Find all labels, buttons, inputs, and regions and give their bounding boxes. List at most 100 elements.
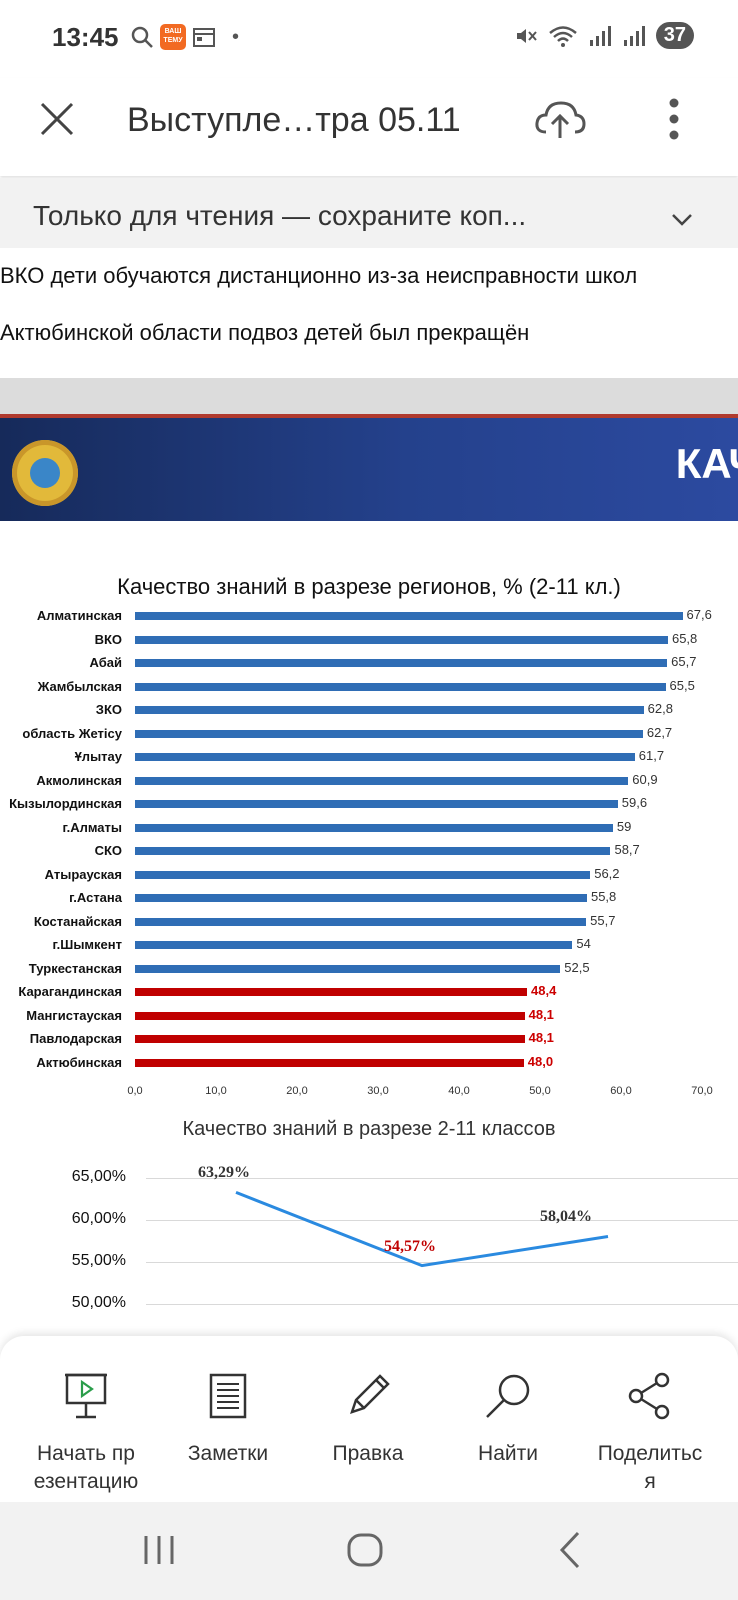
back-icon[interactable] xyxy=(558,1530,582,1570)
notes-button[interactable]: Заметки xyxy=(158,1372,298,1468)
home-icon[interactable] xyxy=(346,1532,384,1568)
bar-category-label: г.Алматы xyxy=(62,819,122,835)
share-button[interactable]: Поделитьс я xyxy=(580,1372,720,1496)
status-time: 13:45 xyxy=(52,22,119,52)
document-text-line: Актюбинской области подвоз детей был пре… xyxy=(0,320,530,345)
bar xyxy=(135,800,618,808)
notification-dot-icon: • xyxy=(232,25,240,48)
cloud-upload-icon[interactable] xyxy=(534,98,586,142)
slide-separator xyxy=(0,378,738,414)
bar xyxy=(135,1058,524,1067)
start-presentation-button[interactable]: Начать пр езентацию xyxy=(16,1372,156,1496)
signal-1-icon xyxy=(589,25,611,46)
bar xyxy=(135,706,644,714)
bar xyxy=(135,988,528,996)
bar xyxy=(135,823,613,832)
bar-category-label: Атырауская xyxy=(44,866,122,882)
read-only-banner[interactable] xyxy=(0,178,738,248)
line-chart-title: Качество знаний в разрезе 2-11 классов xyxy=(182,1118,556,1140)
battery-indicator: 37 xyxy=(655,22,694,49)
slide: КАЧ Качество знаний в разрезе регионов, … xyxy=(0,414,738,1336)
bar-category-label: Кызылординская xyxy=(9,796,122,811)
gridline xyxy=(146,1304,738,1305)
bar-value-label: 59 xyxy=(616,818,632,834)
bar xyxy=(135,776,629,785)
bar-value-label: 55,7 xyxy=(590,912,616,928)
y-tick-label: 65,00% xyxy=(71,1168,126,1185)
bar-value-label: 48,4 xyxy=(531,983,557,998)
bar-value-label: 48,1 xyxy=(528,1006,554,1022)
bar-value-label: 60,9 xyxy=(632,771,658,787)
calendar-status-icon xyxy=(193,28,215,47)
bar xyxy=(135,682,666,691)
pencil-icon xyxy=(350,1374,390,1414)
status-icons-right: 37 xyxy=(514,22,694,49)
find-button[interactable]: Найти xyxy=(438,1372,578,1468)
bar-category-label: Абай xyxy=(89,655,122,670)
chevron-down-icon[interactable] xyxy=(670,212,694,228)
bar-value-label: 54 xyxy=(576,936,591,951)
bar xyxy=(135,964,561,973)
app-badge-icon: ВАШ ТЕМУ xyxy=(160,24,186,50)
action-label: Найти xyxy=(478,1442,538,1465)
slide-header: КАЧ xyxy=(0,414,738,521)
bottom-action-bar xyxy=(0,1336,738,1502)
x-tick-label: 10,0 xyxy=(205,1085,227,1097)
line-chart: 65,00% 60,00% 55,00% 50,00% 63,29% 54,57% 58,0… xyxy=(0,414,738,1336)
y-tick-label: 60,00% xyxy=(71,1210,126,1227)
bar-value-label: 65,5 xyxy=(669,677,695,693)
emblem-icon xyxy=(12,440,78,506)
bar xyxy=(135,612,683,620)
read-only-banner-text: Только для чтения — сохраните коп... xyxy=(33,200,527,231)
line-point-label: 58,04% xyxy=(540,1208,592,1226)
action-label: Правка xyxy=(332,1442,404,1465)
bar-category-label: Карагандинская xyxy=(18,984,122,999)
bar xyxy=(135,941,573,949)
line-point-label: 54,57% xyxy=(384,1237,436,1255)
wifi-icon xyxy=(548,25,577,47)
gridline xyxy=(146,1220,738,1221)
x-tick-label: 20,0 xyxy=(286,1085,308,1097)
line-point-label: 63,29% xyxy=(198,1164,250,1182)
line-series xyxy=(235,1190,609,1268)
bar-chart-title: Качество знаний в разрезе регионов, % (2… xyxy=(117,574,621,599)
system-nav-bar xyxy=(0,1502,738,1600)
bar xyxy=(135,847,611,855)
bar-value-label: 62,7 xyxy=(646,724,673,740)
bar-value-label: 58,7 xyxy=(614,842,640,857)
y-tick-label: 50,00% xyxy=(71,1294,126,1311)
bar-value-label: 62,8 xyxy=(647,701,673,716)
recent-apps-icon[interactable] xyxy=(142,1534,176,1566)
bar-category-label: область Жетісу xyxy=(22,725,122,741)
x-tick-label: 40,0 xyxy=(448,1085,470,1097)
more-options-icon[interactable] xyxy=(664,98,684,142)
bar xyxy=(135,917,587,926)
bar xyxy=(135,753,635,761)
status-bar xyxy=(0,0,738,78)
x-tick-label: 0,0 xyxy=(127,1085,143,1097)
search-icon xyxy=(486,1374,530,1418)
bar-value-label: 65,7 xyxy=(671,654,697,669)
bar-category-label: Мангистауская xyxy=(26,1007,122,1023)
action-label: Начать пр езентацию xyxy=(33,1442,139,1493)
bar xyxy=(135,894,587,902)
search-status-icon xyxy=(131,26,153,48)
bar-value-label: 67,6 xyxy=(686,607,712,622)
line-path xyxy=(235,1190,609,1268)
notes-icon xyxy=(209,1373,247,1419)
share-icon xyxy=(628,1372,670,1420)
bar-value-label: 65,8 xyxy=(671,630,698,646)
signal-2-icon xyxy=(623,25,645,46)
close-icon[interactable] xyxy=(38,100,76,138)
action-label: Заметки xyxy=(187,1442,269,1465)
bar-category-label: Костанайская xyxy=(33,913,122,929)
edit-button[interactable]: Правка xyxy=(298,1372,438,1468)
y-tick-label: 55,00% xyxy=(71,1252,126,1269)
bar-chart: Алматинская 67,6 ВКО 65,8 Абай 65,7 Жамбылская… xyxy=(0,414,738,1114)
bar-value-label: 61,7 xyxy=(638,748,665,763)
bar-category-label: Ұлытау xyxy=(74,749,122,764)
bar-value-label: 48,0 xyxy=(527,1053,554,1069)
bar-value-label: 56,2 xyxy=(594,865,620,881)
x-tick-label: 30,0 xyxy=(367,1085,389,1097)
bar xyxy=(135,635,668,644)
